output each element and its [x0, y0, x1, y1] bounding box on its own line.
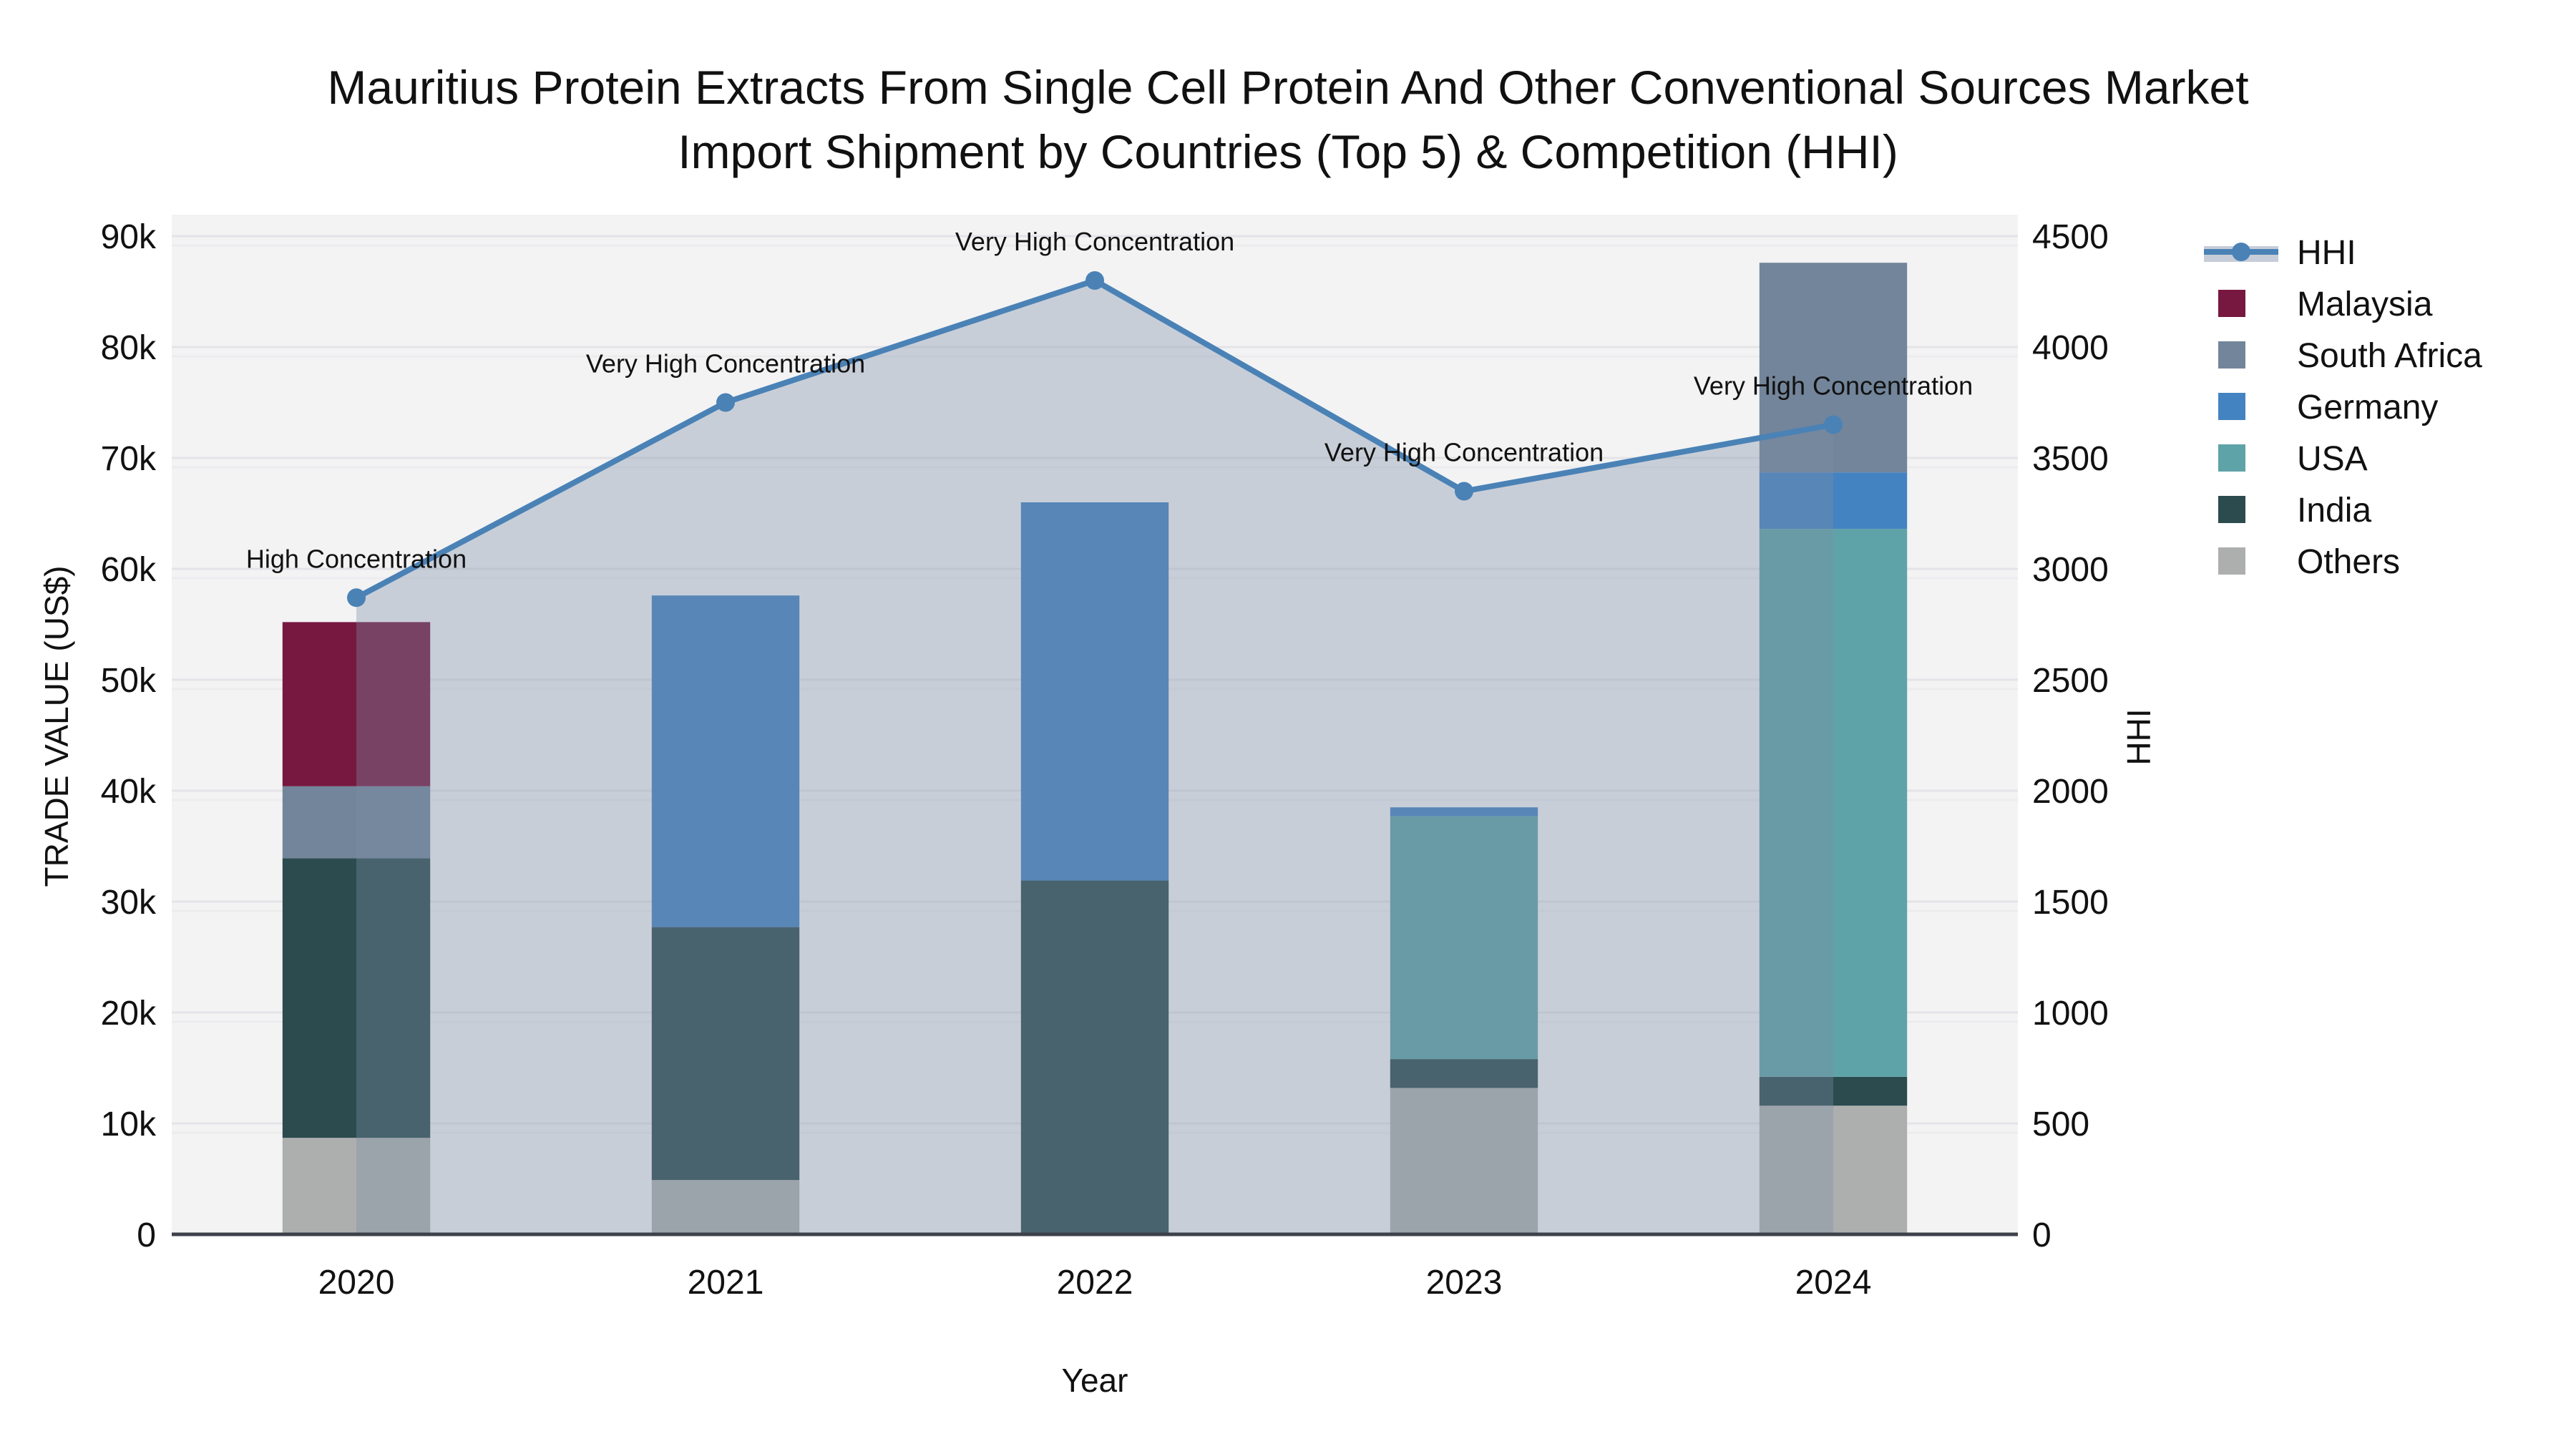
legend-label: Others	[2297, 543, 2400, 581]
bar-segment-germany-2023[interactable]	[1390, 807, 1538, 816]
y-axis-title-right: HHI	[2120, 708, 2157, 765]
y-tick-left-90k: 90k	[101, 218, 157, 256]
hhi-area-fill	[356, 280, 1833, 1234]
legend-label: South Africa	[2297, 337, 2482, 375]
y-axis-title-left: TRADE VALUE (US$)	[38, 565, 75, 887]
y-tick-left-40k: 40k	[101, 773, 157, 811]
legend-label: Germany	[2297, 389, 2438, 426]
hhi-marker-2021[interactable]	[716, 393, 735, 412]
y-tick-right-4000: 4000	[2032, 329, 2109, 367]
hhi-marker-2023[interactable]	[1455, 482, 1473, 501]
bar-segment-malaysia-2020[interactable]	[282, 622, 431, 786]
hhi-marker-2024[interactable]	[1824, 415, 1843, 434]
x-tick-2020: 2020	[318, 1264, 395, 1302]
x-tick-2024: 2024	[1795, 1264, 1872, 1302]
y-tick-left-10k: 10k	[101, 1106, 157, 1143]
legend-swatch-icon	[2218, 547, 2245, 575]
y-tick-right-3000: 3000	[2032, 551, 2109, 589]
y-tick-left-60k: 60k	[101, 551, 157, 589]
bar-segment-usa-2024[interactable]	[1759, 529, 1908, 1077]
y-tick-left-70k: 70k	[101, 440, 157, 478]
chart-title-line1: Mauritius Protein Extracts From Single C…	[327, 61, 2248, 114]
annotation-2021: Very High Concentration	[586, 349, 865, 379]
bar-segment-germany-2021[interactable]	[651, 595, 800, 927]
y-tick-right-1500: 1500	[2032, 884, 2109, 922]
y-tick-right-500: 500	[2032, 1106, 2089, 1143]
bar-segment-others-2020[interactable]	[282, 1138, 431, 1234]
bar-segment-usa-2023[interactable]	[1390, 816, 1538, 1060]
legend-label: HHI	[2297, 234, 2356, 272]
y-tick-right-2500: 2500	[2032, 662, 2109, 700]
bar-segment-india-2020[interactable]	[282, 858, 431, 1138]
y-tick-right-2000: 2000	[2032, 773, 2109, 811]
legend-item-usa[interactable]: USA	[2218, 440, 2368, 478]
bar-segment-others-2024[interactable]	[1759, 1106, 1908, 1234]
plot-root: High Concentration Very High Concentratio…	[38, 215, 2482, 1399]
y-tick-left-50k: 50k	[101, 662, 157, 700]
bar-segment-germany-2024[interactable]	[1759, 472, 1908, 530]
y-tick-right-0: 0	[2032, 1216, 2051, 1254]
x-tick-2022: 2022	[1057, 1264, 1133, 1302]
bar-segment-south-africa-2024[interactable]	[1759, 263, 1908, 473]
legend-swatch-icon	[2218, 290, 2245, 317]
legend-item-germany[interactable]: Germany	[2218, 389, 2438, 426]
legend-item-south-africa[interactable]: South Africa	[2218, 337, 2482, 375]
bar-segment-india-2024[interactable]	[1759, 1076, 1908, 1106]
bar-segment-south-africa-2020[interactable]	[282, 786, 431, 859]
hhi-marker-2020[interactable]	[347, 588, 366, 608]
y-tick-left-30k: 30k	[101, 884, 157, 922]
y-tick-left-20k: 20k	[101, 995, 157, 1033]
legend-label: Malaysia	[2297, 286, 2433, 323]
annotation-2020: High Concentration	[246, 544, 467, 573]
y-tick-right-3500: 3500	[2032, 440, 2109, 478]
legend-swatch-icon	[2218, 393, 2245, 420]
y-tick-right-1000: 1000	[2032, 995, 2109, 1033]
bar-segment-germany-2022[interactable]	[1020, 502, 1169, 881]
legend-item-india[interactable]: India	[2218, 492, 2371, 530]
bar-segment-india-2021[interactable]	[651, 927, 800, 1181]
legend-item-hhi[interactable]: HHI	[2204, 234, 2356, 272]
chart-title-line2: Import Shipment by Countries (Top 5) & C…	[678, 125, 1898, 178]
y-tick-right-4500: 4500	[2032, 218, 2109, 256]
x-tick-2021: 2021	[688, 1264, 764, 1302]
legend-swatch-icon	[2218, 496, 2245, 523]
legend-swatch-icon	[2218, 341, 2245, 369]
y-tick-left-80k: 80k	[101, 329, 157, 367]
hhi-marker-2022[interactable]	[1085, 271, 1104, 290]
legend-item-others[interactable]: Others	[2218, 543, 2400, 581]
x-tick-2023: 2023	[1426, 1264, 1503, 1302]
bar-segment-india-2023[interactable]	[1390, 1059, 1538, 1088]
legend-label: India	[2297, 492, 2371, 530]
legend-item-malaysia[interactable]: Malaysia	[2218, 286, 2433, 323]
legend-swatch-icon	[2218, 444, 2245, 472]
bar-segment-others-2021[interactable]	[651, 1180, 800, 1234]
bar-segment-india-2022[interactable]	[1020, 880, 1169, 1234]
legend-label: USA	[2297, 440, 2368, 478]
annotation-2024: Very High Concentration	[1694, 371, 1973, 401]
x-axis-title: Year	[1062, 1362, 1128, 1399]
legend-hhi-marker-icon	[2232, 243, 2250, 261]
bar-segment-others-2023[interactable]	[1390, 1088, 1538, 1234]
annotation-2022: Very High Concentration	[955, 227, 1234, 256]
annotation-2023: Very High Concentration	[1324, 438, 1604, 467]
y-tick-left-0: 0	[137, 1216, 156, 1254]
